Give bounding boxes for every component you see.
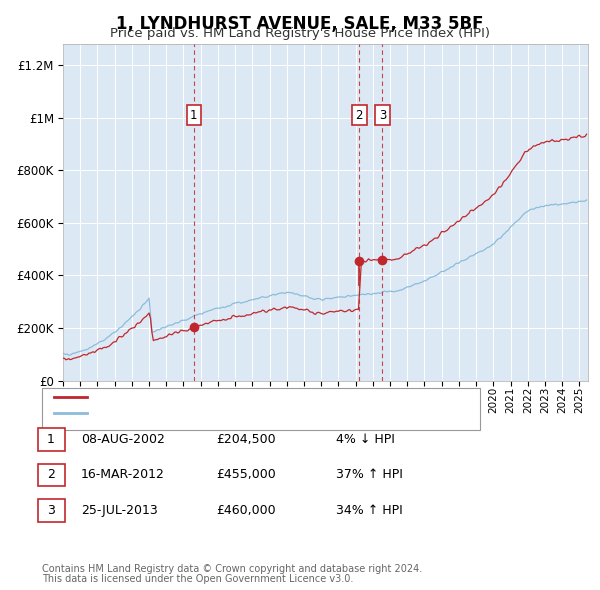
Text: 1: 1 <box>190 109 197 122</box>
Text: £455,000: £455,000 <box>216 468 276 481</box>
Text: Price paid vs. HM Land Registry's House Price Index (HPI): Price paid vs. HM Land Registry's House … <box>110 27 490 40</box>
Text: Contains HM Land Registry data © Crown copyright and database right 2024.: Contains HM Land Registry data © Crown c… <box>42 564 422 574</box>
Text: £460,000: £460,000 <box>216 504 275 517</box>
Text: 25-JUL-2013: 25-JUL-2013 <box>81 504 158 517</box>
Text: 37% ↑ HPI: 37% ↑ HPI <box>336 468 403 481</box>
Text: £204,500: £204,500 <box>216 433 275 446</box>
Text: 3: 3 <box>379 109 386 122</box>
Text: 4% ↓ HPI: 4% ↓ HPI <box>336 433 395 446</box>
Text: HPI: Average price, detached house, Trafford: HPI: Average price, detached house, Traf… <box>93 407 356 420</box>
Text: 1, LYNDHURST AVENUE, SALE, M33 5BF: 1, LYNDHURST AVENUE, SALE, M33 5BF <box>116 15 484 33</box>
Text: 1: 1 <box>47 433 55 446</box>
Text: 2: 2 <box>355 109 363 122</box>
Text: 16-MAR-2012: 16-MAR-2012 <box>81 468 165 481</box>
Text: 3: 3 <box>47 504 55 517</box>
Text: 2: 2 <box>47 468 55 481</box>
Text: 08-AUG-2002: 08-AUG-2002 <box>81 433 165 446</box>
Text: 1, LYNDHURST AVENUE, SALE, M33 5BF (detached house): 1, LYNDHURST AVENUE, SALE, M33 5BF (deta… <box>93 390 432 404</box>
Text: This data is licensed under the Open Government Licence v3.0.: This data is licensed under the Open Gov… <box>42 574 353 584</box>
Text: 34% ↑ HPI: 34% ↑ HPI <box>336 504 403 517</box>
